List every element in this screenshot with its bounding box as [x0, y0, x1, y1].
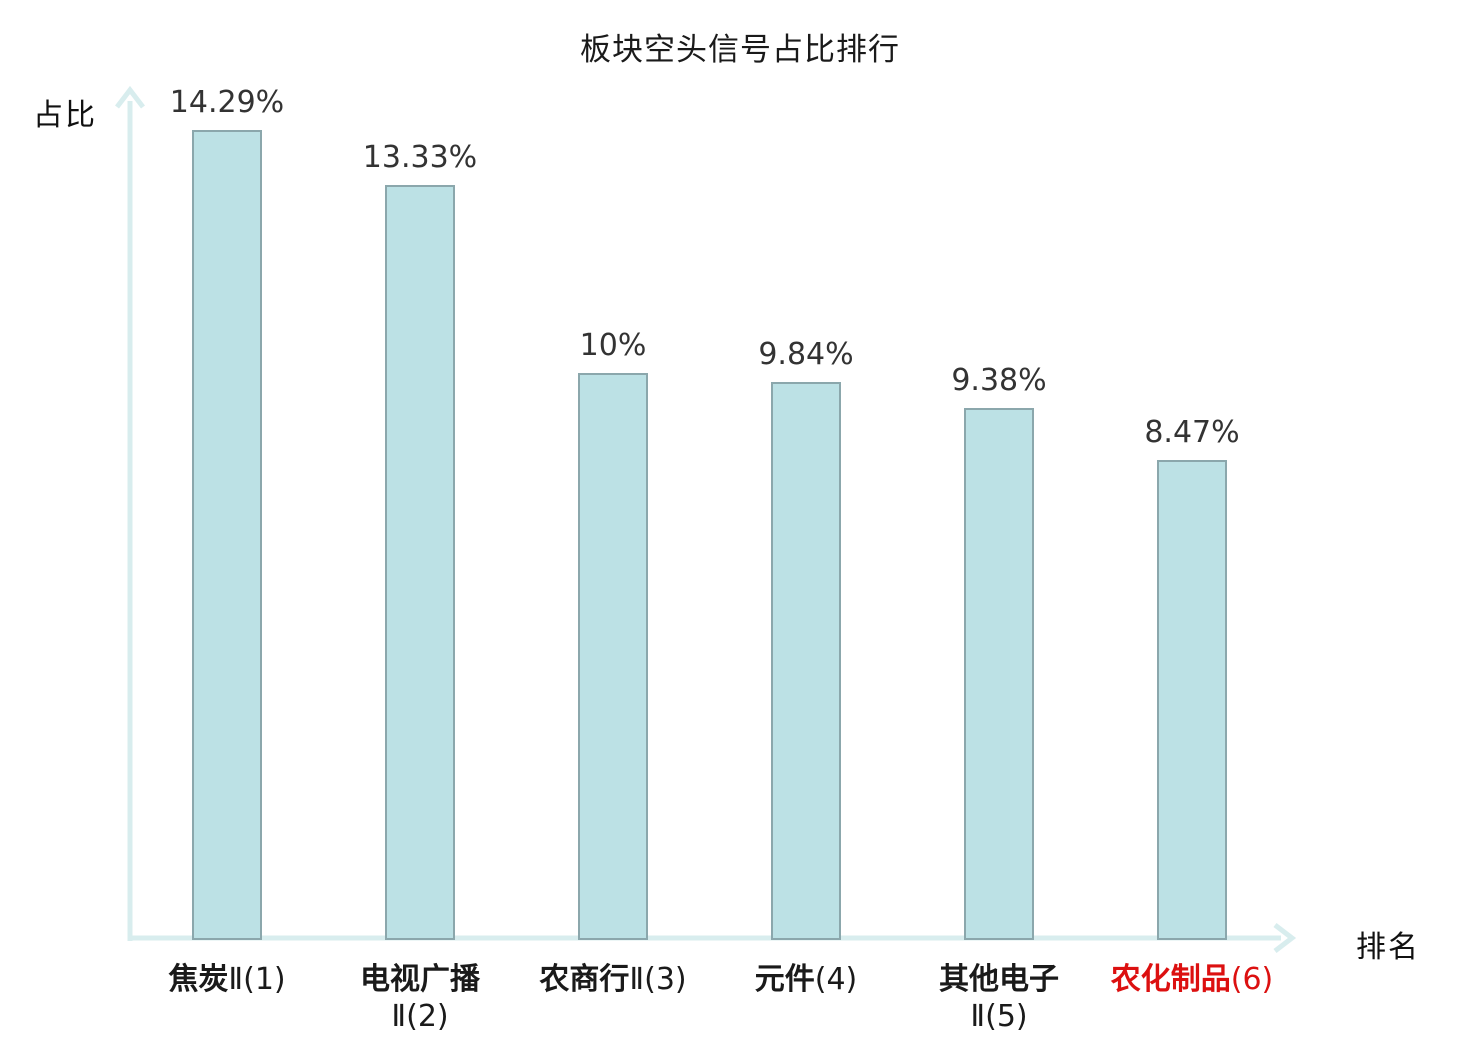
category-name: 元件 — [754, 962, 815, 997]
category-rank-suffix: (4) — [814, 962, 858, 997]
x-axis-label: 排名 — [1356, 930, 1420, 965]
bar — [385, 185, 455, 940]
category-rank-suffix: Ⅱ(2) — [391, 999, 449, 1034]
bar — [1157, 460, 1227, 940]
x-axis-arrow-icon — [1273, 923, 1297, 953]
category-name: 其他电子 — [939, 962, 1059, 997]
bar-value-label: 8.47% — [1144, 415, 1240, 450]
bar-value-label: 10% — [579, 328, 647, 363]
bar-value-label: 13.33% — [362, 140, 478, 175]
bar-category-label: 农化制品(6) — [1072, 961, 1312, 998]
bar-value-label: 9.38% — [951, 363, 1047, 398]
bar-category-label: 焦炭Ⅱ(1) — [107, 961, 347, 998]
category-name: 农化制品 — [1110, 962, 1231, 997]
bar-value-label: 9.84% — [758, 337, 854, 372]
bar — [192, 130, 262, 940]
bar — [771, 382, 841, 940]
bar-category-label: 电视广播 Ⅱ(2) — [300, 961, 540, 1035]
category-rank-suffix: (6) — [1230, 962, 1274, 997]
bar — [964, 408, 1034, 940]
chart-title: 板块空头信号占比排行 — [580, 32, 900, 68]
category-rank-suffix: Ⅱ(5) — [970, 999, 1028, 1034]
category-rank-suffix: Ⅱ(3) — [629, 962, 687, 997]
bar-category-label: 其他电子 Ⅱ(5) — [879, 961, 1119, 1035]
bar-category-label: 元件(4) — [686, 961, 926, 998]
y-axis-arrow-icon — [115, 85, 145, 109]
category-name: 焦炭 — [168, 962, 229, 997]
bar — [578, 373, 648, 940]
category-name: 电视广播 — [360, 962, 480, 997]
bar-category-label: 农商行Ⅱ(3) — [493, 961, 733, 998]
y-axis-label: 占比 — [33, 98, 97, 133]
bar-value-label: 14.29% — [169, 85, 285, 120]
category-rank-suffix: Ⅱ(1) — [228, 962, 286, 997]
category-name: 农商行 — [539, 962, 630, 997]
